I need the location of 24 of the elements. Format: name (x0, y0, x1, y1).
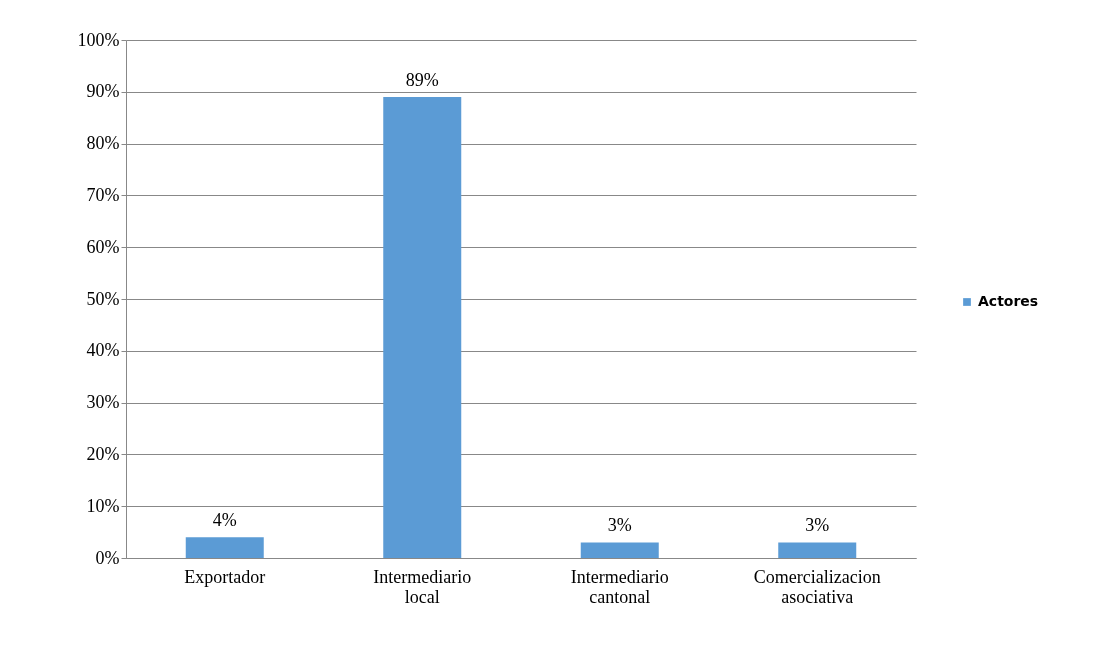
y-tick-label: 50% (86, 288, 120, 309)
y-tick-label: 70% (86, 184, 120, 205)
x-tick-label: Intermediario cantonal (570, 566, 669, 607)
data-label: 4% (212, 510, 237, 531)
data-label: 3% (607, 515, 632, 536)
y-tick-label: 100% (77, 29, 120, 50)
y-tick-label: 90% (86, 81, 120, 102)
y-tick-label: 60% (86, 236, 120, 257)
bar (580, 542, 659, 558)
y-tick-label: 0% (95, 547, 120, 568)
data-label: 3% (805, 515, 830, 536)
legend-label: Actores (978, 293, 1039, 309)
bar (383, 96, 462, 558)
y-tick-label: 30% (86, 392, 120, 413)
bar (778, 542, 857, 558)
data-label: 89% (405, 69, 439, 90)
y-tick-label: 40% (86, 340, 120, 361)
x-tick-label: Exportador (184, 566, 266, 587)
x-tick-label: Comercializacion asociativa (753, 566, 881, 607)
bar (185, 537, 264, 558)
y-tick-label: 20% (86, 443, 120, 464)
y-tick-label: 10% (86, 495, 120, 516)
y-tick-label: 80% (86, 133, 120, 154)
x-tick-label: Intermediario local (373, 566, 472, 607)
